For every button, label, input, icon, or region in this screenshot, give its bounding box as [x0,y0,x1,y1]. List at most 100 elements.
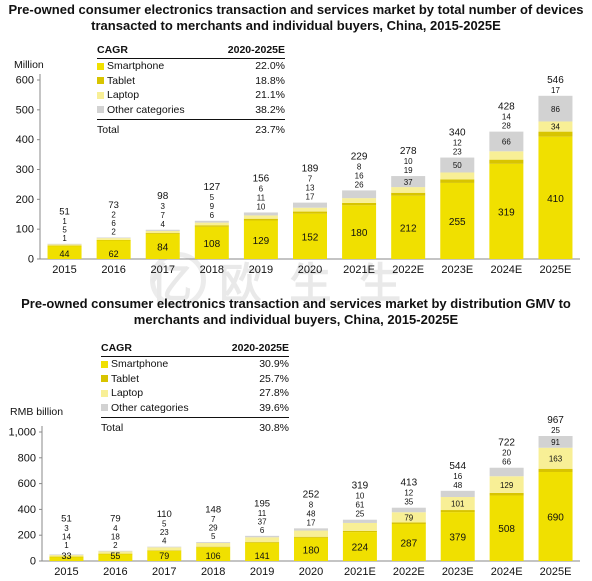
total-label: 51 [59,206,70,217]
swatch-tablet-icon [101,375,108,383]
total-label: 967 [547,415,564,426]
x-tick-label: 2022E [392,264,424,276]
data-label-smartphone: 180 [303,545,320,556]
data-label-other: 4 [113,524,118,533]
x-tick-label: 2021E [344,566,376,578]
y-tick-label: 200 [18,530,36,542]
bar-segment-other [342,190,377,199]
bar-segment-tablet [293,211,327,214]
total-label: 148 [205,505,221,516]
data-label-smartphone: 44 [60,249,70,259]
bar-segment-smartphone [293,213,327,259]
total-label: 79 [110,513,121,524]
data-label-other: 25 [355,510,364,519]
bar-segment-other [196,542,231,543]
data-label-tablet: 7 [308,175,313,184]
bar-segment-laptop [538,447,573,469]
y-tick-label: 300 [16,164,34,176]
data-label-laptop: 6 [111,219,116,228]
bar-segment-tablet [391,522,426,524]
y-tick-label: 800 [18,452,36,464]
data-label-smartphone: 212 [400,223,417,234]
data-label-tablet: 5 [211,532,216,541]
data-label-tablet: 14 [502,113,511,122]
swatch-other-icon [97,106,104,114]
swatch-laptop-icon [101,389,108,397]
total-label: 127 [203,182,220,193]
legend-label: Laptop [107,89,140,102]
legend-row-tablet: Tablet 18.8% [97,74,285,89]
data-label-tablet: 8 [309,500,314,509]
total-label: 73 [108,200,119,211]
bar-segment-other [47,243,82,245]
legend-row-smartphone: Smartphone 30.9% [101,357,289,372]
data-label-laptop: 16 [355,171,364,180]
legend-header-period: 2020-2025E [227,44,285,56]
data-label-smartphone: 33 [61,551,71,561]
data-label-laptop: 79 [404,514,413,523]
data-label-smartphone: 79 [159,551,169,561]
bar-segment-other [293,202,327,208]
legend-label: Total [101,422,124,435]
bar-segment-tablet [489,492,524,496]
y-tick-label: 600 [16,75,34,87]
bar-segment-laptop [47,244,82,246]
bar-segment-tablet [98,553,133,555]
legend-value: 30.8% [259,422,289,435]
legend-header-cagr: CAGR [101,342,132,354]
swatch-smartphone-icon [97,62,104,70]
x-tick-label: 2021E [343,264,375,276]
swatch-laptop-icon [97,91,104,99]
x-tick-label: 2023E [442,566,474,578]
total-label: 546 [547,75,564,86]
data-label-laptop: 163 [549,454,563,463]
legend-label: Other categories [111,401,189,414]
bar-segment-tablet [194,225,229,227]
total-label: 319 [352,481,369,492]
data-label-smartphone: 319 [498,207,515,218]
data-label-laptop: 9 [210,202,215,211]
bar-segment-laptop [145,230,180,234]
gmv-chart-title: Pre-owned consumer electronics transacti… [21,296,571,327]
data-label-laptop: 101 [451,500,465,509]
bar-segment-laptop [293,207,327,212]
data-label-laptop: 7 [161,211,166,220]
legend-value: 21.1% [255,89,285,102]
bar-segment-laptop [245,537,280,543]
y-tick-label: 200 [16,194,34,206]
swatch-tablet-icon [97,77,104,85]
x-tick-label: 2019 [250,566,274,578]
legend-label: Smartphone [111,358,169,371]
legend-value: 22.0% [255,60,285,73]
total-label: 156 [253,173,270,184]
bar-segment-other [147,546,182,548]
total-label: 340 [449,128,466,139]
bar-segment-laptop [96,238,131,240]
swatch-other-icon [101,404,108,412]
data-label-smartphone: 129 [253,236,270,247]
data-label-smartphone: 152 [302,232,319,243]
data-label-tablet: 16 [453,472,462,481]
bar-segment-laptop [440,172,475,180]
legend-row-smartphone: Smartphone 22.0% [97,59,285,74]
bar-segment-tablet [440,510,475,513]
gmv-y-axis-label: RMB billion [10,406,64,418]
bar-segment-other [245,535,280,538]
y-tick-label: 500 [16,104,34,116]
bar-segment-laptop [489,476,524,493]
bar-segment-smartphone [342,532,377,561]
bar-segment-laptop [391,187,426,193]
bar-segment-laptop [98,551,133,554]
data-label-smartphone: 508 [498,524,515,535]
data-label-laptop: 129 [500,481,514,490]
data-label-smartphone: 379 [449,533,466,544]
data-label-other: 48 [453,481,462,490]
x-tick-label: 2018 [200,264,224,276]
bar-segment-tablet [489,159,524,164]
data-label-smartphone: 287 [400,538,417,549]
data-label-laptop: 11 [257,193,266,202]
data-label-other: 5 [162,520,167,529]
devices-cagr-legend: CAGR 2020-2025E Smartphone 22.0% Tablet … [97,44,285,138]
bar-segment-tablet [243,218,278,221]
data-label-smartphone: 410 [547,194,564,205]
